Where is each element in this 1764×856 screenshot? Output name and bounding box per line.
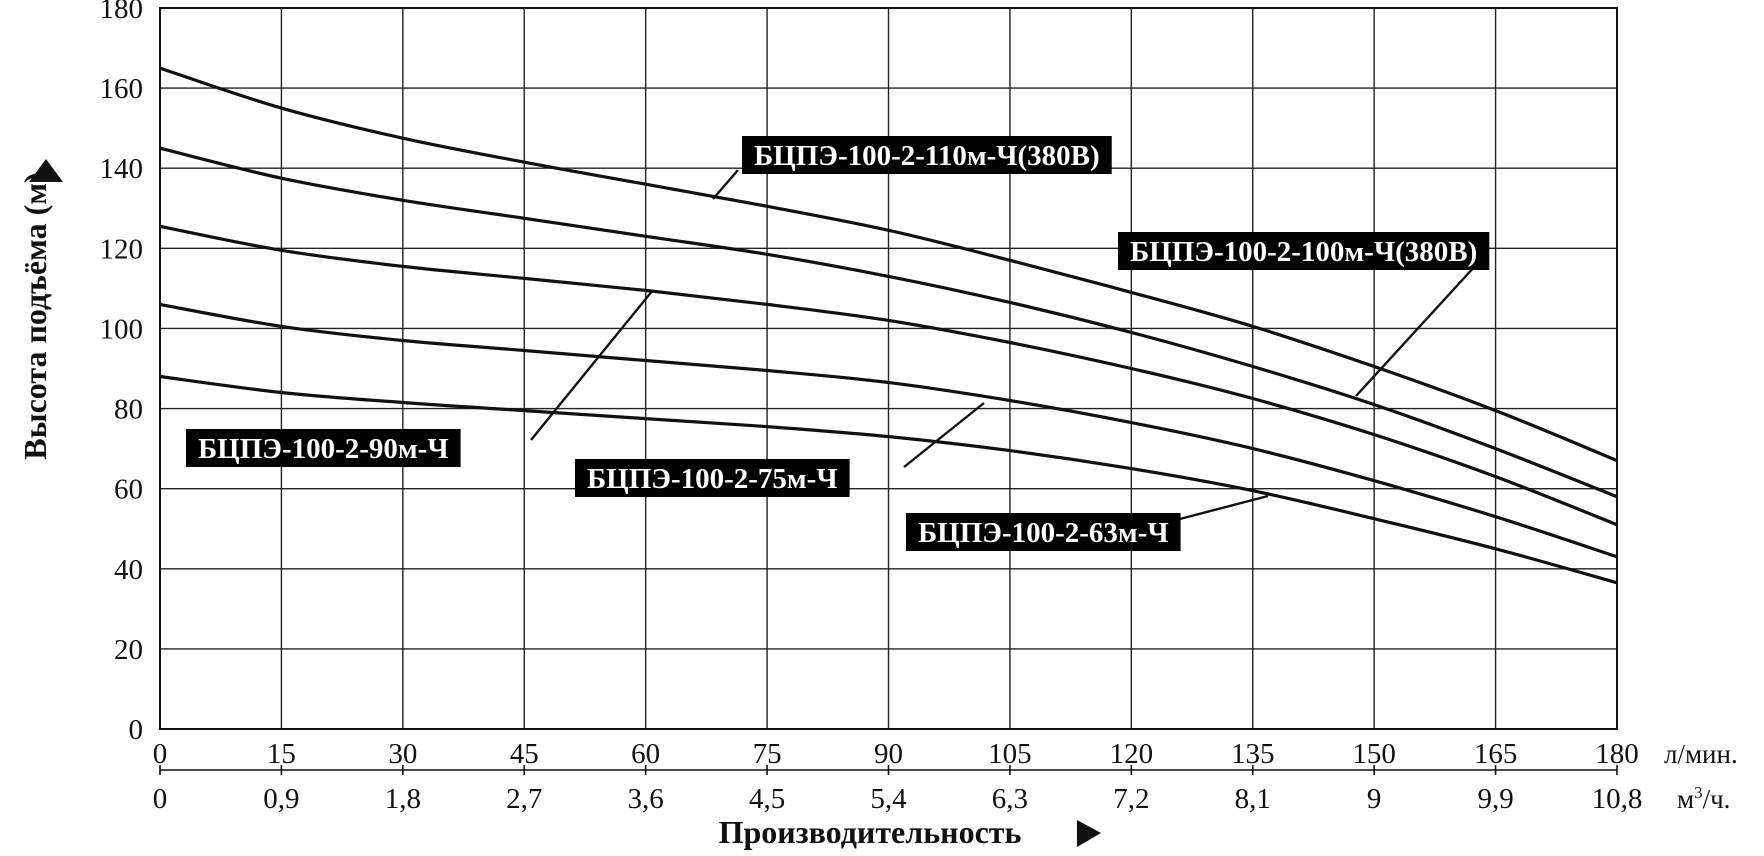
series-label: БЦПЭ-100-2-110м-Ч(380В) xyxy=(742,136,1112,174)
x-tick-label-primary: 30 xyxy=(388,738,417,770)
label-leader-line xyxy=(1175,494,1269,522)
x-tick-label-primary: 90 xyxy=(874,738,903,770)
series-label-background xyxy=(186,429,461,467)
series-label-background xyxy=(1118,232,1490,270)
y-tick-label: 180 xyxy=(100,0,144,25)
x-tick-label-secondary: 8,1 xyxy=(1235,783,1271,815)
y-axis-title: Высота подъёма (м) xyxy=(17,172,53,459)
series-label: БЦПЭ-100-2-100м-Ч(380В) xyxy=(1118,232,1490,270)
label-leader-line xyxy=(530,289,654,441)
y-tick-label: 140 xyxy=(100,153,144,185)
x-tick-label-secondary: 2,7 xyxy=(506,783,542,815)
x-tick-label-secondary: 9,9 xyxy=(1477,783,1513,815)
x-unit-primary: л/мин. xyxy=(1664,739,1738,769)
x-tick-label-primary: 60 xyxy=(631,738,660,770)
label-leader-line xyxy=(1355,264,1477,397)
x-tick-label-primary: 150 xyxy=(1352,738,1396,770)
series-label: БЦПЭ-100-2-90м-Ч xyxy=(186,429,461,467)
x-tick-label-primary: 15 xyxy=(267,738,296,770)
x-tick-label-secondary: 9 xyxy=(1367,783,1382,815)
x-tick-label-secondary: 4,5 xyxy=(749,783,785,815)
y-tick-label: 0 xyxy=(129,714,144,746)
series-label-text: БЦПЭ-100-2-100м-Ч(380В) xyxy=(1130,236,1477,268)
x-tick-label-secondary: 0 xyxy=(153,783,168,815)
performance-curve xyxy=(159,224,1618,527)
performance-curve xyxy=(159,146,1618,499)
series-label-text: БЦПЭ-100-2-90м-Ч xyxy=(198,433,449,465)
x-tick-label-secondary: 1,8 xyxy=(385,783,421,815)
series-label-text: БЦПЭ-100-2-110м-Ч(380В) xyxy=(754,140,1100,172)
x-tick-label-secondary: 3,6 xyxy=(628,783,664,815)
x-tick-label-primary: 45 xyxy=(510,738,539,770)
x-tick-label-primary: 0 xyxy=(153,738,168,770)
label-leaders xyxy=(530,169,1477,522)
plot-frame xyxy=(159,7,1618,730)
x-axis-title: Производительность xyxy=(719,814,1022,850)
curves xyxy=(159,66,1618,585)
performance-curve xyxy=(159,302,1618,559)
x-tick-label-secondary: 6,3 xyxy=(992,783,1028,815)
x-tick-label-primary: 120 xyxy=(1110,738,1154,770)
y-tick-label: 80 xyxy=(114,394,143,426)
performance-curve xyxy=(159,374,1618,585)
series-label-background xyxy=(575,459,850,497)
series-label-background xyxy=(742,136,1112,174)
x-tick-label-secondary: 10,8 xyxy=(1592,783,1643,815)
y-tick-label: 20 xyxy=(114,634,143,666)
y-tick-label: 40 xyxy=(114,554,143,586)
y-tick-label: 100 xyxy=(100,313,144,345)
x-unit-secondary: м3/ч. xyxy=(1677,783,1730,814)
series-label-background xyxy=(906,513,1181,551)
x-tick-label-primary: 75 xyxy=(753,738,782,770)
x-axis-arrow-icon xyxy=(1077,820,1101,847)
x-tick-label-primary: 105 xyxy=(988,738,1032,770)
grid xyxy=(159,7,1618,775)
x-tick-label-secondary: 0,9 xyxy=(263,783,299,815)
x-tick-label-secondary: 7,2 xyxy=(1113,783,1149,815)
series-label: БЦПЭ-100-2-63м-Ч xyxy=(906,513,1181,551)
series-label: БЦПЭ-100-2-75м-Ч xyxy=(575,459,850,497)
series-label-text: БЦПЭ-100-2-75м-Ч xyxy=(587,463,838,495)
x-tick-label-primary: 180 xyxy=(1595,738,1639,770)
series-labels: БЦПЭ-100-2-110м-Ч(380В) БЦПЭ-100-2-100м-Ч… xyxy=(186,136,1490,551)
series-label-text: БЦПЭ-100-2-63м-Ч xyxy=(918,517,1169,549)
y-axis-arrow-icon xyxy=(29,159,63,182)
x-tick-label-primary: 135 xyxy=(1231,738,1275,770)
label-leader-line xyxy=(903,402,985,468)
performance-curve xyxy=(159,66,1618,463)
y-tick-label: 120 xyxy=(100,233,144,265)
x-tick-label-primary: 165 xyxy=(1474,738,1518,770)
y-tick-label: 160 xyxy=(100,73,144,105)
y-tick-label: 60 xyxy=(114,474,143,506)
label-leader-line xyxy=(712,169,739,200)
x-tick-label-secondary: 5,4 xyxy=(870,783,907,815)
